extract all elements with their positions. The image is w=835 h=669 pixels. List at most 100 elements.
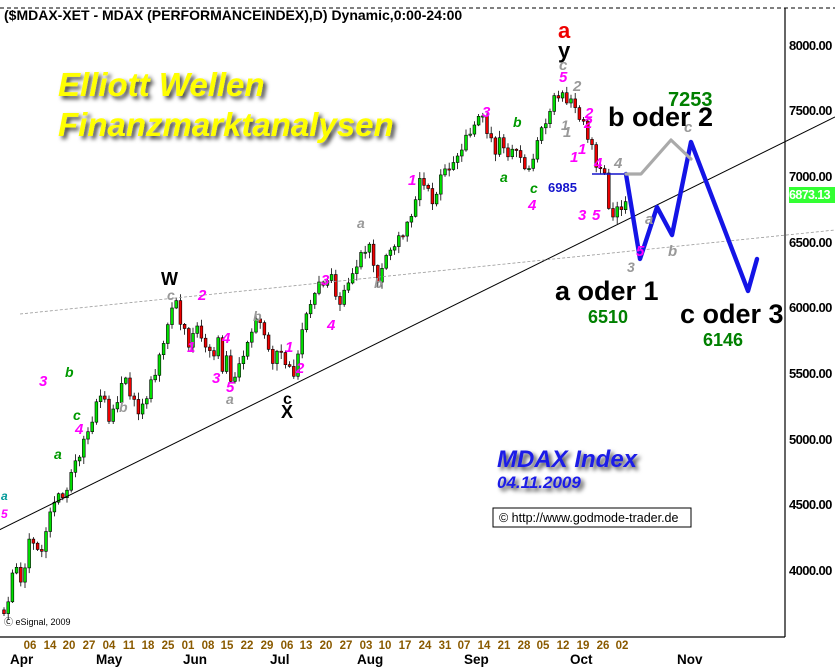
svg-text:a: a [54,446,62,462]
svg-text:b oder 2: b oder 2 [608,102,713,132]
svg-text:1: 1 [578,141,586,158]
svg-text:6500.00: 6500.00 [789,235,832,250]
svg-text:12: 12 [557,640,570,652]
svg-text:15: 15 [221,640,234,652]
svg-text:b: b [374,275,383,291]
svg-text:27: 27 [340,640,353,652]
svg-text:04: 04 [103,640,116,652]
svg-text:02: 02 [616,640,629,652]
svg-text:14: 14 [478,640,491,652]
svg-text:3: 3 [482,104,491,121]
svg-text:Sep: Sep [464,652,489,667]
svg-text:a: a [1,489,8,503]
svg-text:29: 29 [261,640,274,652]
svg-text:1: 1 [563,124,571,141]
svg-text:b: b [513,114,522,130]
svg-text:7500.00: 7500.00 [789,103,832,118]
svg-text:3: 3 [578,207,587,224]
svg-text:a: a [357,215,365,231]
svg-text:Apr: Apr [10,652,34,667]
svg-text:2: 2 [583,115,593,132]
svg-text:11: 11 [123,640,136,652]
svg-text:06: 06 [281,640,294,652]
svg-text:6000.00: 6000.00 [789,300,832,315]
svg-text:MDAX Index: MDAX Index [497,446,639,473]
svg-text:08: 08 [202,640,215,652]
svg-text:Finanzmarktanalysen: Finanzmarktanalysen [58,106,394,143]
svg-text:4: 4 [221,330,231,347]
svg-text:a: a [226,391,234,407]
svg-text:07: 07 [458,640,471,652]
svg-text:a: a [645,211,653,228]
svg-text:Elliott Wellen: Elliott Wellen [58,66,265,103]
svg-text:6985: 6985 [548,180,577,195]
svg-text:05: 05 [537,640,550,652]
svg-text:c: c [167,287,175,303]
svg-text:4: 4 [593,155,603,172]
svg-text:b: b [65,364,74,380]
svg-text:a oder 1: a oder 1 [555,276,659,306]
svg-text:W: W [161,269,178,289]
svg-text:24: 24 [419,640,432,652]
svg-text:4: 4 [74,421,84,438]
svg-text:b: b [253,308,262,324]
svg-text:20: 20 [63,640,76,652]
svg-text:Aug: Aug [357,652,383,667]
svg-text:1: 1 [187,339,195,356]
svg-text:19: 19 [577,640,590,652]
svg-text:7000.00: 7000.00 [789,169,832,184]
svg-text:4: 4 [527,197,537,214]
svg-text:18: 18 [142,640,155,652]
svg-text:21: 21 [498,640,511,652]
svg-text:a: a [500,169,508,185]
svg-text:4000.00: 4000.00 [789,563,832,578]
svg-text:5: 5 [1,507,8,521]
svg-text:3: 3 [321,272,330,289]
svg-text:4: 4 [613,155,623,172]
svg-text:4: 4 [326,317,336,334]
svg-text:6146: 6146 [703,330,743,350]
svg-text:Oct: Oct [570,652,593,667]
svg-text:01: 01 [182,640,195,652]
svg-text:b: b [119,399,128,415]
svg-text:8000.00: 8000.00 [789,38,832,53]
svg-text:3: 3 [627,259,635,275]
svg-text:1: 1 [285,339,293,356]
svg-text:6510: 6510 [588,307,628,327]
svg-text:b: b [668,243,677,260]
svg-text:14: 14 [44,640,57,652]
svg-text:5: 5 [636,243,645,260]
svg-text:1: 1 [408,172,416,189]
svg-text:26: 26 [597,640,610,652]
svg-text:22: 22 [241,640,254,652]
svg-text:25: 25 [162,640,175,652]
svg-text:Nov: Nov [677,652,703,667]
svg-text:2: 2 [295,360,305,377]
svg-text:2: 2 [572,78,582,95]
svg-text:06: 06 [24,640,37,652]
svg-text:5: 5 [559,69,568,86]
svg-text:27: 27 [83,640,96,652]
svg-text:c oder 3: c oder 3 [680,299,784,329]
svg-text:4500.00: 4500.00 [789,497,832,512]
svg-text:5500.00: 5500.00 [789,366,832,381]
svg-text:6873.13: 6873.13 [789,188,831,202]
svg-text:03: 03 [360,640,373,652]
svg-text:31: 31 [439,640,452,652]
svg-text:May: May [96,652,123,667]
svg-text:© http://www.godmode-trader.de: © http://www.godmode-trader.de [499,511,678,525]
svg-text:3: 3 [212,370,221,387]
svg-text:c: c [530,180,538,196]
svg-text:28: 28 [518,640,531,652]
svg-text:17: 17 [399,640,412,652]
svg-text:X: X [281,402,293,422]
svg-text:20: 20 [320,640,333,652]
svg-text:5: 5 [592,207,601,224]
svg-text:2: 2 [197,287,207,304]
svg-text:Ⓒ eSignal, 2009: Ⓒ eSignal, 2009 [4,617,71,627]
svg-text:10: 10 [379,640,392,652]
svg-text:Jun: Jun [183,652,207,667]
svg-text:04.11.2009: 04.11.2009 [497,473,581,492]
svg-text:5000.00: 5000.00 [789,432,832,447]
svg-text:13: 13 [300,640,313,652]
